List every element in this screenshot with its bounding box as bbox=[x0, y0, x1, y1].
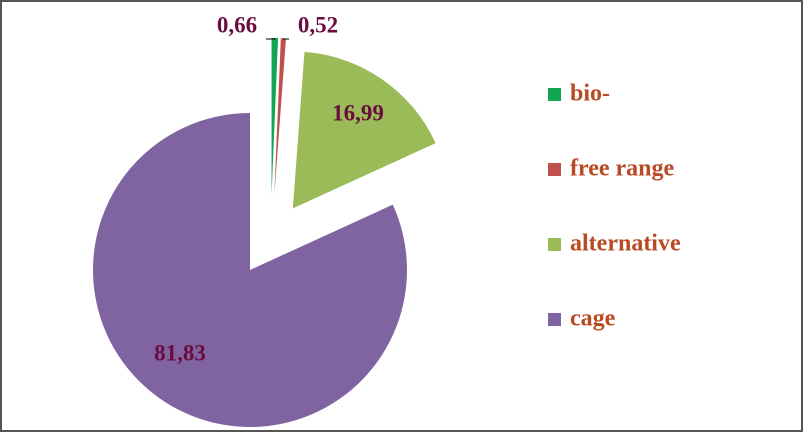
data-label: 0,66 bbox=[217, 12, 257, 37]
pie-slice bbox=[292, 51, 436, 209]
legend-label: alternative bbox=[570, 231, 681, 257]
pie-slice bbox=[274, 38, 286, 196]
legend-label: free range bbox=[570, 156, 675, 182]
legend-swatch bbox=[548, 88, 561, 101]
data-label: 81,83 bbox=[154, 340, 206, 365]
legend-label: cage bbox=[570, 306, 616, 332]
pie-slice bbox=[271, 38, 279, 196]
leader-line bbox=[266, 38, 276, 40]
legend-label: bio- bbox=[570, 81, 610, 107]
leader-line bbox=[282, 38, 289, 40]
legend-swatch bbox=[548, 313, 561, 326]
pie-slice bbox=[93, 113, 408, 427]
legend-swatch bbox=[548, 238, 561, 251]
legend-swatch bbox=[548, 163, 561, 176]
data-label: 16,99 bbox=[332, 100, 384, 125]
data-label: 0,52 bbox=[298, 12, 338, 37]
